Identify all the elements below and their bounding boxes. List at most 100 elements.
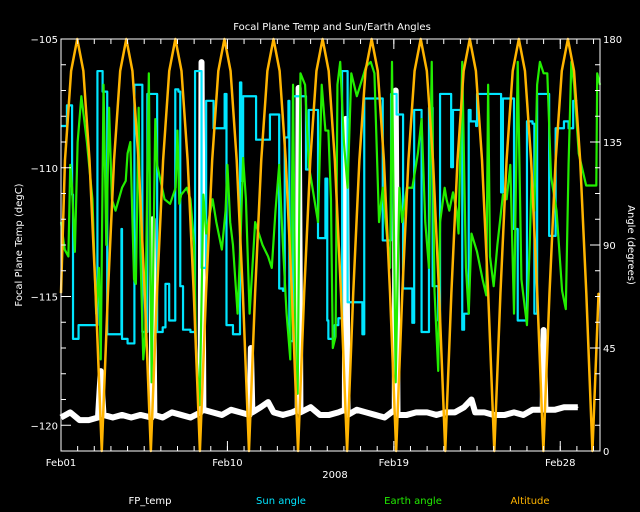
earth-angle-point — [398, 187, 400, 189]
altitude-point — [328, 70, 330, 72]
y2-tick-label: 0 — [603, 447, 609, 458]
earth-angle-point — [274, 210, 277, 212]
altitude-point — [579, 159, 581, 161]
axes-layer: Feb01 Feb10 Feb19 Feb28 −105 −110 −115 −120 0 45 9… — [31, 35, 623, 469]
earth-angle-point — [289, 358, 291, 361]
earth-angle-point — [595, 184, 597, 187]
earth-angle-point — [327, 129, 329, 132]
legend-fp-temp: FP_temp — [129, 496, 172, 507]
earth-angle-point — [261, 244, 264, 246]
altitude-point — [309, 159, 311, 161]
earth-angle-point — [271, 267, 273, 269]
earth-angle-point — [517, 61, 519, 63]
altitude-point — [291, 292, 293, 294]
sun-angle-point — [322, 237, 324, 239]
sun-angle-point — [432, 285, 434, 287]
sun-angle-point — [315, 109, 317, 111]
sun-angle-point — [394, 93, 396, 95]
sun-angle-point — [174, 88, 176, 90]
fp-temp-point — [298, 87, 300, 89]
earth-angle-point — [476, 251, 478, 253]
sun-angle-point — [337, 317, 339, 319]
altitude-point — [229, 70, 232, 72]
sun-angle-point — [461, 329, 463, 331]
fp-temp-point — [435, 414, 437, 416]
sun-angle-point — [563, 120, 565, 122]
earth-angle-point — [343, 141, 345, 143]
earth-angle-point — [156, 164, 158, 166]
y-tick-label: −110 — [31, 164, 58, 175]
sun-angle-point — [168, 319, 170, 322]
altitude-point — [530, 159, 532, 161]
earth-angle-point — [493, 285, 495, 287]
earth-angle-point — [502, 194, 504, 196]
earth-angle-point — [292, 84, 294, 86]
y-tick-label: −115 — [31, 293, 58, 304]
earth-angle-point — [417, 152, 419, 155]
earth-angle-point — [232, 244, 234, 246]
earth-angle-point — [304, 84, 306, 86]
earth-angle-line — [59, 60, 602, 407]
altitude-point — [254, 292, 256, 294]
altitude-point — [401, 292, 403, 294]
fp-temp-point — [100, 370, 102, 372]
sun-angle-point — [291, 340, 293, 342]
fp-temp-point — [543, 329, 545, 331]
fp-temp-point — [69, 411, 71, 413]
earth-angle-point — [529, 244, 531, 246]
altitude-point — [573, 70, 575, 72]
sun-angle-point — [439, 93, 441, 95]
fp-temp-point — [139, 414, 142, 416]
altitude-point — [285, 159, 287, 161]
earth-angle-point — [543, 72, 545, 74]
sun-angle-point — [120, 333, 122, 335]
earth-angle-point — [193, 244, 195, 246]
y2-axis-label: Angle (degrees) — [625, 205, 636, 285]
sun-angle-point — [152, 93, 155, 95]
earth-angle-point — [445, 198, 448, 200]
earth-angle-point — [125, 180, 127, 182]
sun-angle-point — [324, 178, 327, 180]
altitude-point — [456, 159, 459, 161]
earth-angle-point — [285, 313, 288, 315]
altitude-point — [217, 70, 219, 72]
sun-angle-point — [396, 113, 398, 116]
sun-angle-point — [463, 313, 465, 315]
earth-angle-point — [487, 84, 489, 86]
earth-angle-point — [324, 129, 327, 132]
altitude-point — [383, 159, 385, 161]
fp-temp-point — [513, 411, 515, 413]
earth-angle-point — [245, 198, 247, 200]
fp-temp-point — [470, 398, 473, 401]
fp-temp-point — [319, 414, 321, 416]
altitude-point — [107, 292, 109, 294]
fp-temp-point — [483, 411, 486, 413]
altitude-point — [187, 159, 189, 161]
earth-angle-point — [71, 187, 73, 189]
earth-angle-point — [282, 244, 284, 246]
fp-temp-point — [153, 414, 155, 416]
altitude-point — [505, 159, 508, 161]
earth-angle-point — [142, 358, 144, 361]
earth-angle-point — [347, 187, 349, 189]
x-axis-label: 2008 — [322, 470, 347, 481]
altitude-point — [426, 70, 428, 72]
earth-angle-point — [102, 84, 105, 86]
legend-earth-angle: Earth angle — [384, 496, 442, 507]
fp-temp-point — [383, 416, 386, 419]
altitude-point — [88, 159, 91, 161]
fp-temp-point — [474, 411, 476, 413]
earth-angle-point — [267, 255, 269, 258]
earth-angle-point — [100, 358, 102, 361]
earth-angle-point — [336, 84, 339, 86]
sun-angle-point — [182, 329, 184, 331]
altitude-point — [260, 159, 262, 161]
sun-angle-point — [531, 123, 534, 125]
sun-angle-point — [317, 237, 319, 239]
altitude-point — [266, 70, 268, 72]
fp-temp-point — [130, 416, 132, 419]
earth-angle-point — [461, 61, 463, 63]
earth-angle-point — [424, 221, 426, 223]
altitude-point — [463, 70, 465, 72]
sun-angle-point — [205, 100, 207, 102]
